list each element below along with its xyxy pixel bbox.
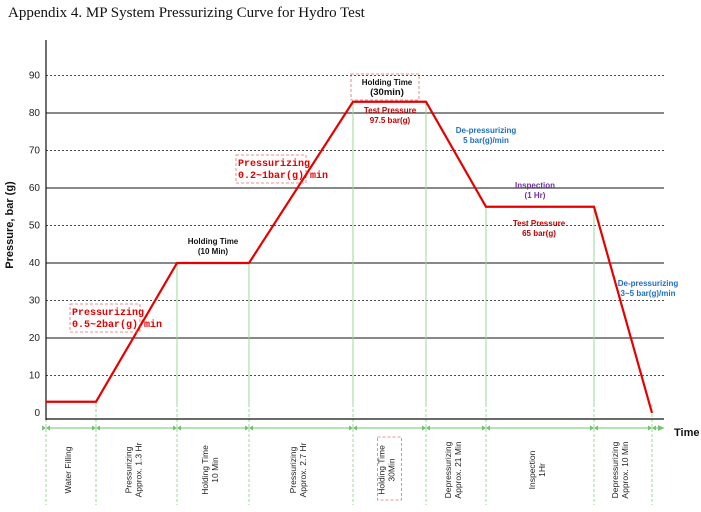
phase-label-text: PressurizingApprox. 2.7 Hr bbox=[288, 442, 308, 497]
annotation-text: Pressurizing 0.5~2bar(g)/min bbox=[72, 307, 162, 331]
y-tick-label: 30 bbox=[29, 296, 41, 307]
timeline-arrow-icon bbox=[658, 425, 664, 431]
phase-label-0: Water Filling bbox=[63, 446, 73, 493]
grid-lines bbox=[46, 75, 664, 376]
timeline-tick-icon bbox=[349, 425, 357, 431]
annotation-box bbox=[235, 154, 307, 184]
phase-label-7: DepressurizingApprox. 10 Min bbox=[610, 441, 630, 498]
annotation-0: Pressurizing 0.5~2bar(g)/min bbox=[69, 303, 162, 333]
phase-label-4: Holding Time30Min bbox=[377, 436, 402, 501]
timeline-tick-icon bbox=[590, 425, 598, 431]
annotation-text: Test Pressure 65 bar(g) bbox=[513, 219, 566, 238]
phase-label-text: DepressurizingApprox. 21 Min bbox=[443, 441, 463, 498]
x-axis-title: Time bbox=[674, 427, 699, 439]
annotation-7: Test Pressure 65 bar(g) bbox=[513, 219, 566, 238]
timeline-tick-icon bbox=[422, 425, 430, 431]
annotation-box bbox=[69, 303, 141, 333]
y-tick-label: 10 bbox=[29, 371, 41, 382]
y-tick-label: 90 bbox=[29, 71, 41, 82]
timeline-tick-icon bbox=[92, 425, 100, 431]
timeline-tick-icon bbox=[42, 425, 50, 431]
y-tick-label: 50 bbox=[29, 221, 41, 232]
y-tick-label: 70 bbox=[29, 146, 41, 157]
phase-divider-lines bbox=[45, 101, 653, 505]
phase-label-3: PressurizingApprox. 2.7 Hr bbox=[288, 442, 308, 497]
series-line-0 bbox=[46, 100, 654, 414]
phase-highlight-box bbox=[377, 436, 402, 501]
phase-labels: Water Filling PressurizingApprox. 1.3 Hr H… bbox=[63, 436, 630, 501]
timeline-tick-icon bbox=[173, 425, 181, 431]
axes bbox=[42, 40, 664, 431]
annotations: Pressurizing 0.5~2bar(g)/min Holding Time(… bbox=[69, 73, 679, 333]
series bbox=[45, 100, 654, 414]
annotation-3: Holding Time (30min) bbox=[350, 73, 420, 101]
annotation-text: Test Pressure 97.5 bar(g) bbox=[364, 106, 417, 125]
y-tick-label: 80 bbox=[29, 108, 41, 119]
timeline-tick-icon bbox=[648, 425, 656, 431]
timeline-tick-icon bbox=[245, 425, 253, 431]
chart-title: Appendix 4. MP System Pressurizing Curve… bbox=[8, 5, 366, 21]
annotation-1: Holding Time (10 Min) bbox=[188, 237, 239, 256]
phase-label-2: Holding Time10 Min bbox=[200, 445, 220, 495]
timeline-tick-icon bbox=[482, 425, 490, 431]
phase-label-text: Inspection1Hr bbox=[527, 450, 547, 489]
annotation-text: Holding Time (30min) bbox=[362, 78, 413, 98]
y-tick-label: 40 bbox=[29, 258, 41, 269]
phase-label-text: Holding Time30Min bbox=[377, 445, 397, 495]
annotation-2: Pressurizing 0.2~1bar(g)/min bbox=[235, 154, 328, 184]
annotation-text: De-pressurizing 5 bar(g)/min bbox=[456, 126, 517, 145]
y-axis-title: Pressure, bar (g) bbox=[4, 181, 16, 269]
phase-label-1: PressurizingApprox. 1.3 Hr bbox=[124, 442, 144, 497]
y-tick-label: 20 bbox=[29, 333, 41, 344]
annotation-6: Inspection (1 Hr) bbox=[515, 181, 555, 200]
annotation-text: De-pressurizing 3~5 bar(g)/min bbox=[618, 279, 679, 298]
phase-label-5: DepressurizingApprox. 21 Min bbox=[443, 441, 463, 498]
phase-label-text: Water Filling bbox=[63, 446, 73, 493]
annotation-text: Holding Time (10 Min) bbox=[188, 237, 239, 256]
y-tick-label: 60 bbox=[29, 183, 41, 194]
annotation-text: Inspection (1 Hr) bbox=[515, 181, 555, 200]
y-tick-label: 0 bbox=[34, 408, 40, 419]
annotation-5: De-pressurizing 5 bar(g)/min bbox=[456, 126, 517, 145]
annotation-4: Test Pressure 97.5 bar(g) bbox=[364, 106, 417, 125]
annotation-box bbox=[350, 73, 420, 101]
phase-label-text: Holding Time10 Min bbox=[200, 445, 220, 495]
y-tick-labels: 0 10 20 30 40 50 60 70 80 90 bbox=[29, 71, 41, 420]
phase-label-text: DepressurizingApprox. 10 Min bbox=[610, 441, 630, 498]
annotation-text: Pressurizing 0.2~1bar(g)/min bbox=[238, 158, 328, 182]
annotation-8: De-pressurizing 3~5 bar(g)/min bbox=[618, 279, 679, 298]
phase-label-6: Inspection1Hr bbox=[527, 450, 547, 489]
phase-label-text: PressurizingApprox. 1.3 Hr bbox=[124, 442, 144, 497]
